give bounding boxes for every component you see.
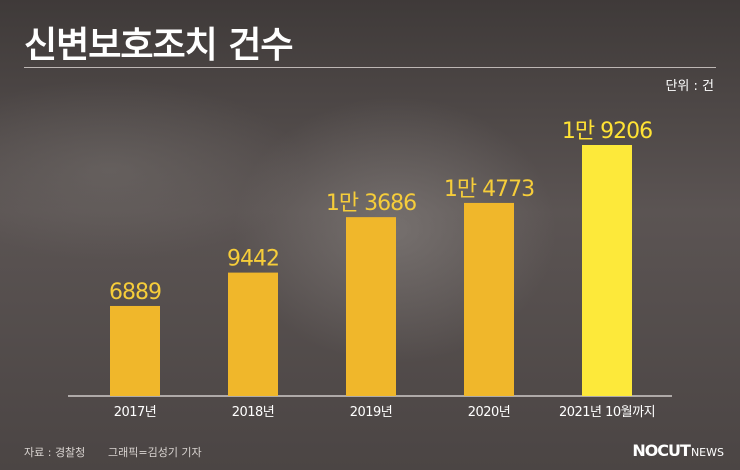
x-tick-label: 2021년 10월까지	[559, 405, 655, 420]
title-divider	[24, 67, 716, 68]
bar	[228, 272, 278, 396]
data-label: 1만 3686	[326, 191, 416, 216]
bar	[582, 145, 632, 396]
x-tick-label: 2018년	[232, 405, 275, 420]
bar	[464, 202, 514, 396]
data-label: 1만 9206	[562, 119, 652, 144]
logo-main: NOCUT	[632, 441, 691, 460]
source-note: 자료 : 경찰청	[24, 446, 86, 459]
page-title: 신변보호조치 건수	[24, 25, 293, 66]
bar	[110, 305, 160, 396]
bar	[346, 217, 396, 396]
nocut-news-logo: NOCUTNEWS	[632, 441, 724, 460]
data-label: 9442	[227, 247, 279, 272]
data-label: 6889	[109, 280, 161, 305]
unit-label: 단위 : 건	[665, 79, 714, 94]
x-tick-label: 2020년	[468, 405, 511, 420]
logo-sub: NEWS	[690, 446, 724, 459]
x-tick-label: 2017년	[114, 405, 157, 420]
graphic-credit: 그래픽=김성기 기자	[108, 446, 202, 459]
x-tick-label: 2019년	[350, 405, 393, 420]
data-label: 1만 4773	[444, 177, 534, 202]
